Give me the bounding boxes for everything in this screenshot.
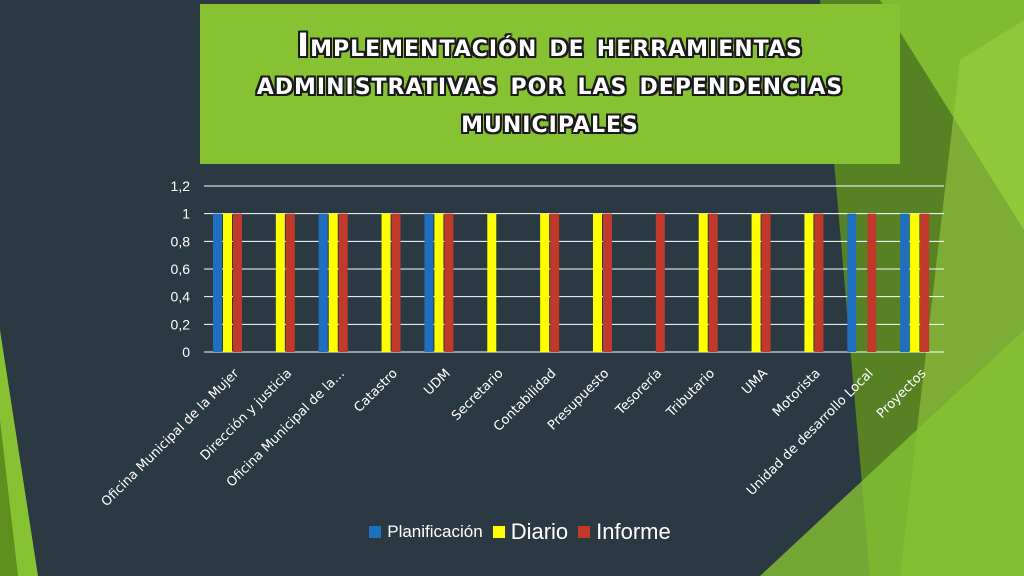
bar-diario [540,213,550,352]
y-tick-label: 1,2 [171,178,191,194]
bar-planificacion [900,213,910,352]
title-box: Implementación de herramientas administr… [200,4,900,164]
bar-diario [751,213,761,352]
bar-informe [655,213,665,352]
legend-swatch [492,526,505,538]
bar-informe [603,213,612,352]
x-tick-label: Motorista [770,366,824,420]
bar-informe [920,213,930,352]
legend-label: Diario [510,519,569,544]
legend-item: Diario [492,519,569,545]
y-tick-label: 0,4 [171,289,191,305]
x-tick-label: Catastro [351,366,401,416]
legend-swatch [578,526,591,538]
legend-label: Informe [596,519,671,544]
bar-diario [381,213,391,352]
bar-diario [434,213,444,352]
bar-diario [223,213,232,352]
y-tick-label: 1 [182,206,190,222]
bar-informe [814,213,824,352]
bar-diario [487,213,497,352]
bar-diario [593,213,602,352]
bar-informe [338,213,348,352]
x-tick-label: UDM [421,366,453,398]
bar-informe [285,213,295,352]
bar-informe [708,213,718,352]
x-tick-label: Proyectos [874,366,930,422]
bar-planificacion [847,213,857,352]
bar-diario [804,213,814,352]
x-tick-label: Tributario [663,366,718,421]
legend-item: Planificación [369,522,483,542]
slide-title: Implementación de herramientas administr… [256,26,844,140]
bar-diario [328,213,338,352]
x-tick-label: Tesorería [613,366,666,419]
bar-informe [233,213,242,352]
y-tick-label: 0 [182,344,190,360]
bar-informe [391,213,401,352]
y-tick-label: 0,8 [171,233,191,249]
bar-informe [444,213,454,352]
bar-informe [761,213,771,352]
y-tick-label: 0,6 [171,261,191,277]
bar-diario [275,213,285,352]
x-tick-label: Dirección y justicia [198,366,295,463]
x-tick-label: Secretario [449,366,507,424]
legend-item: Informe [578,519,671,545]
chart-legend: Planificación Diario Informe [320,518,720,546]
bar-planificacion [213,213,222,352]
legend-swatch [369,526,382,538]
legend-label: Planificación [387,522,483,541]
bar-informe [867,213,877,352]
bar-diario [910,213,920,352]
bar-diario [698,213,708,352]
y-tick-label: 0,2 [171,316,191,332]
bar-planificacion [318,213,328,352]
bar-planificacion [424,213,434,352]
x-tick-label: UMA [739,366,771,398]
bar-informe [550,213,560,352]
